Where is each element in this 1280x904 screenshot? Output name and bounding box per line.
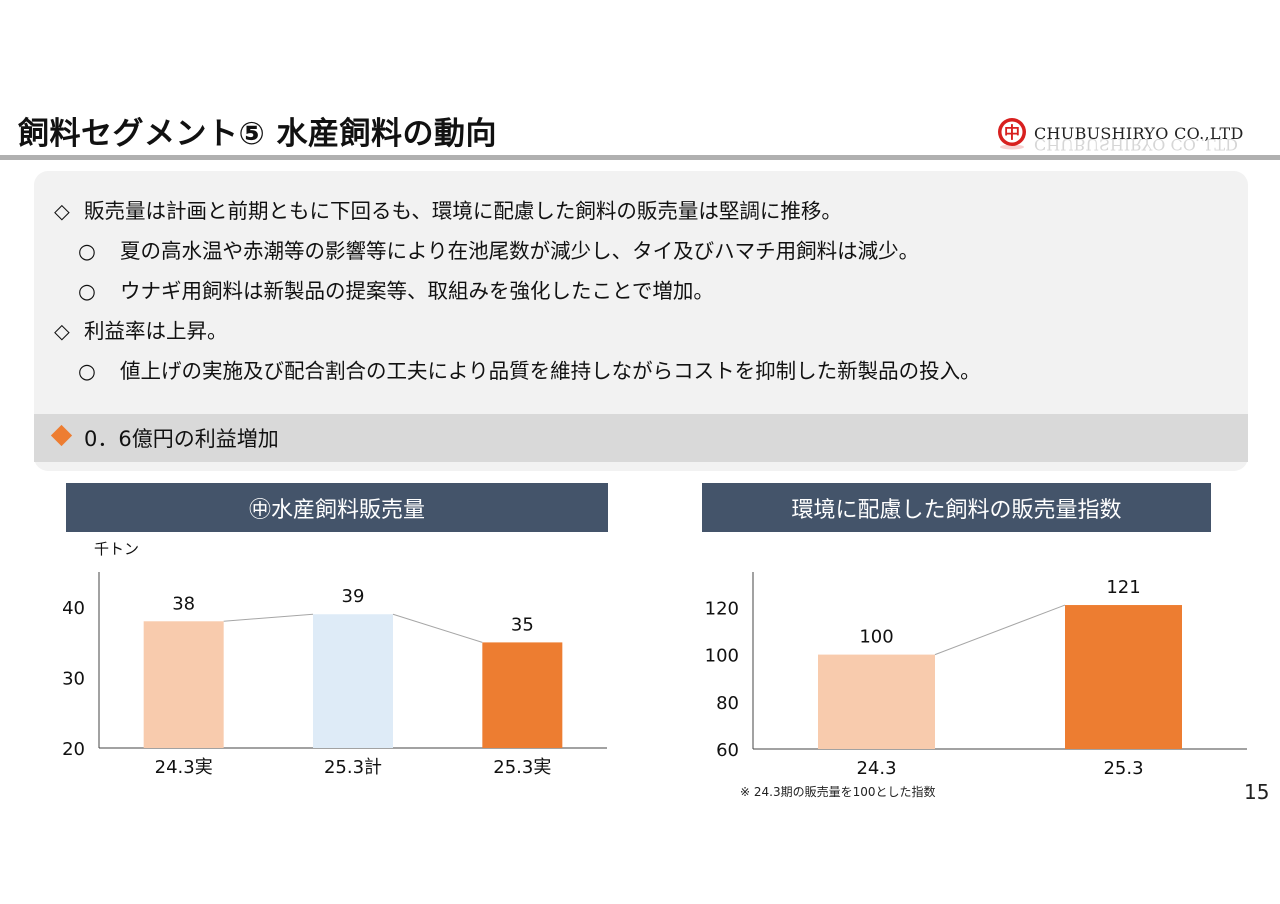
company-logo-icon: 中	[998, 118, 1026, 150]
y-tick-label: 120	[705, 598, 739, 619]
chart2-title: 環境に配慮した飼料の販売量指数	[702, 483, 1211, 532]
x-tick-label: 24.3実	[155, 757, 213, 778]
logo-glyph: 中	[1004, 123, 1020, 142]
circle-outline-icon: ○	[78, 279, 96, 303]
summary-line-text: ウナギ用飼料は新製品の提案等、取組みを強化したことで増加。	[120, 279, 714, 303]
page-number: 15	[1244, 780, 1270, 804]
highlight-bar	[34, 414, 1248, 462]
title-divider	[0, 155, 1280, 160]
data-label: 100	[859, 627, 893, 648]
y-tick-label: 20	[62, 739, 85, 760]
company-name-reflection: CHUBUSHIRYO CO.,LTD	[1034, 138, 1238, 154]
x-tick-label: 24.3	[856, 758, 896, 779]
circle-outline-icon: ○	[78, 359, 96, 383]
summary-line: ○ 値上げの実施及び配合割合の工夫により品質を維持しながらコストを抑制した新製品の…	[78, 354, 981, 384]
y-tick-label: 40	[62, 598, 85, 619]
page-title: 飼料セグメント⑤ 水産飼料の動向	[18, 116, 498, 152]
connector-line	[223, 613, 314, 622]
y-tick-label: 30	[62, 669, 85, 690]
bar	[313, 614, 393, 748]
y-tick-label: 80	[716, 693, 739, 714]
summary-line-text: 利益率は上昇。	[84, 319, 228, 343]
y-unit-label: 千トン	[94, 540, 139, 558]
eco-feed-index-chart: 60 80 100 120 100 24.3 121 25.3	[705, 572, 1247, 779]
connector-line	[934, 604, 1066, 656]
diamond-outline-icon: ◇	[54, 319, 70, 343]
summary-line: ○ 夏の高水温や赤潮等の影響等により在池尾数が減少し、タイ及びハマチ用飼料は減少。	[78, 234, 919, 264]
summary-line: ○ ウナギ用飼料は新製品の提案等、取組みを強化したことで増加。	[78, 274, 714, 304]
chart-footnote: ※ 24.3期の販売量を100とした指数	[740, 785, 936, 799]
data-label: 35	[511, 614, 534, 635]
bar	[143, 621, 224, 748]
highlight-text: 0．6億円の利益増加	[84, 427, 279, 451]
x-tick-label: 25.3実	[493, 757, 551, 778]
summary-line: ◇ 販売量は計画と前期ともに下回るも、環境に配慮した飼料の販売量は堅調に推移。	[54, 194, 842, 224]
bar	[1065, 605, 1182, 749]
summary-line: ◇ 利益率は上昇。	[54, 314, 228, 344]
data-label: 39	[342, 586, 365, 607]
summary-line-text: 販売量は計画と前期ともに下回るも、環境に配慮した飼料の販売量は堅調に推移。	[84, 199, 842, 223]
bar	[482, 642, 563, 748]
x-tick-label: 25.3計	[324, 757, 382, 778]
circle-outline-icon: ○	[78, 239, 96, 263]
sales-volume-chart: 20 30 40 千トン 38 24.3実 39 25.3計 35 25.3実	[62, 540, 607, 778]
connector-line	[392, 613, 483, 643]
data-label: 121	[1106, 577, 1140, 598]
y-tick-label: 60	[716, 740, 739, 761]
data-label: 38	[172, 593, 195, 614]
company-name: CHUBUSHIRYO CO.,LTD	[1034, 123, 1244, 143]
chart1-title: ㊥水産飼料販売量	[66, 483, 608, 532]
bar	[818, 654, 935, 749]
summary-line-text: 値上げの実施及び配合割合の工夫により品質を維持しながらコストを抑制した新製品の投…	[120, 359, 981, 383]
diamond-outline-icon: ◇	[54, 199, 70, 223]
y-tick-label: 100	[705, 646, 739, 667]
company-logo: 中 CHUBUSHIRYO CO.,LTD	[996, 116, 1244, 150]
summary-line-text: 夏の高水温や赤潮等の影響等により在池尾数が減少し、タイ及びハマチ用飼料は減少。	[120, 239, 920, 263]
x-tick-label: 25.3	[1103, 758, 1143, 779]
